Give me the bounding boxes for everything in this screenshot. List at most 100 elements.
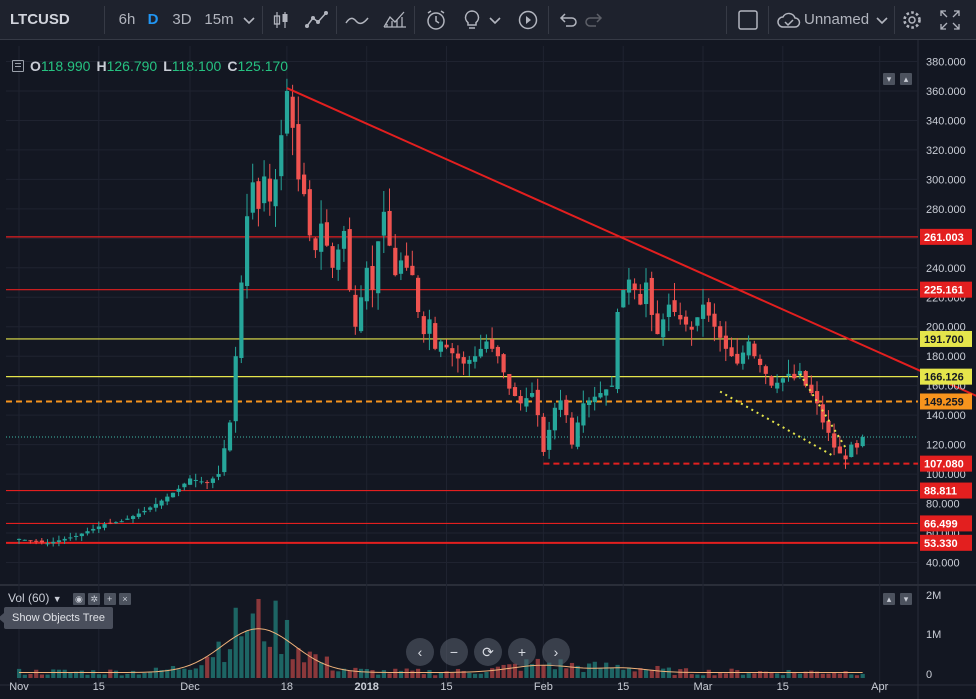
symbol-search-button[interactable]: LTCUSD [10, 11, 70, 28]
legend-symbol-icon[interactable] [12, 60, 24, 72]
candle-body [176, 488, 181, 492]
candle-body [279, 135, 284, 177]
fullscreen-icon[interactable] [938, 0, 962, 40]
candle-body [632, 283, 637, 290]
candle-body [718, 326, 723, 338]
layout-chevron-down-icon[interactable] [874, 0, 890, 40]
pane-arrow-down-icon[interactable]: ▾ [883, 73, 895, 85]
candle-body [455, 353, 461, 359]
reset-chart-button[interactable]: ⟳ [474, 638, 502, 666]
candle-body [695, 317, 700, 326]
candle-body [96, 526, 101, 530]
volume-bar [837, 673, 842, 678]
volume-bar [250, 613, 255, 678]
volume-bar [598, 668, 603, 678]
indicators-icon[interactable] [304, 0, 330, 40]
volume-bar [803, 671, 808, 678]
volume-chevron-down-icon[interactable]: ▼ [52, 594, 62, 604]
volume-close-icon[interactable]: × [119, 593, 131, 605]
candle-body [706, 302, 711, 316]
idea-chevron-down-icon[interactable] [486, 0, 504, 40]
candle-body [267, 178, 272, 202]
layout-name[interactable]: Unnamed [804, 11, 870, 28]
price-level-tag [920, 534, 972, 551]
templates-icon[interactable] [382, 0, 408, 40]
alert-icon[interactable] [424, 0, 448, 40]
interval-button-15m[interactable]: 15m [204, 11, 234, 28]
price-tick-label: 380.000 [926, 57, 966, 69]
candle-body [786, 373, 791, 376]
candle-body [359, 297, 364, 332]
toolbar-divider [262, 6, 263, 34]
volume-bar [108, 669, 113, 678]
candle-body [381, 211, 386, 236]
candle-body [444, 344, 449, 348]
volume-gear-icon[interactable]: ✲ [88, 593, 101, 605]
gear-icon[interactable] [900, 0, 924, 40]
volume-eye-icon[interactable]: ◉ [72, 593, 85, 605]
price-chart[interactable]: 380.000 360.000 340.000 320.000 300.000 280.0… [0, 40, 976, 699]
volume-bar [302, 662, 307, 678]
volume-bar [672, 674, 677, 678]
candle-body [28, 540, 33, 542]
candles-icon[interactable] [270, 0, 292, 40]
volume-bar [296, 648, 301, 678]
volume-bar [444, 671, 449, 678]
compare-icon[interactable] [344, 0, 370, 40]
volume-bar [615, 664, 620, 678]
volume-bar [341, 668, 347, 678]
candle-body [666, 304, 671, 318]
candle-body [849, 444, 854, 457]
zoom-out-button[interactable]: − [440, 638, 468, 666]
interval-button-3d[interactable]: 3D [172, 11, 192, 28]
candle-body [592, 396, 597, 403]
price-tick-label: 100.000 [926, 469, 966, 481]
candle-body [302, 174, 307, 195]
candle-body [427, 319, 432, 334]
interval-button-6h[interactable]: 6h [118, 11, 136, 28]
candle-body [416, 277, 421, 312]
volume-bar [661, 668, 666, 678]
volume-bar [125, 673, 130, 678]
price-tick-label: 140.000 [926, 410, 966, 422]
candle-body [245, 216, 250, 286]
interval-button-d[interactable]: D [147, 11, 159, 28]
volume-bar [353, 667, 358, 678]
candle-body [495, 346, 500, 357]
idea-icon[interactable] [460, 0, 484, 40]
volume-more-icon[interactable]: + [103, 593, 116, 605]
price-level-label: 225.161 [924, 285, 964, 297]
price-level-tag [920, 281, 972, 298]
volume-bar [96, 674, 101, 678]
scroll-left-button[interactable]: ‹ [406, 638, 434, 666]
volume-bar [210, 657, 215, 678]
replay-icon[interactable] [516, 0, 540, 40]
volume-bar [438, 672, 443, 678]
volume-pane-up-icon[interactable]: ▴ [883, 593, 895, 605]
square-icon[interactable] [736, 0, 760, 40]
candle-body [284, 91, 290, 134]
volume-bar [17, 668, 22, 678]
candle-body [530, 393, 535, 397]
volume-bar [569, 662, 575, 678]
candle-body [581, 403, 586, 426]
volume-bar [376, 674, 381, 678]
cloud-icon[interactable] [776, 0, 802, 40]
candle-body [467, 359, 472, 364]
volume-bar [644, 669, 649, 678]
volume-bar [478, 673, 483, 678]
volume-bar [74, 671, 79, 678]
scroll-right-button[interactable]: › [542, 638, 570, 666]
high-label: H [96, 58, 107, 74]
interval-chevron-down-icon[interactable] [240, 0, 258, 40]
pane-maximize-icon[interactable]: ▴ [900, 73, 912, 85]
volume-label[interactable]: Vol (60) [8, 591, 50, 605]
candle-body [701, 304, 706, 319]
zoom-in-button[interactable]: + [508, 638, 536, 666]
candle-body [746, 341, 751, 356]
undo-icon[interactable] [556, 0, 578, 40]
time-tick-label: Dec [180, 681, 200, 693]
top-toolbar: LTCUSD 6h D 3D 15m Unnamed [0, 0, 976, 40]
price-level-label: 149.259 [924, 396, 964, 408]
volume-pane-down-icon[interactable]: ▾ [900, 593, 912, 605]
